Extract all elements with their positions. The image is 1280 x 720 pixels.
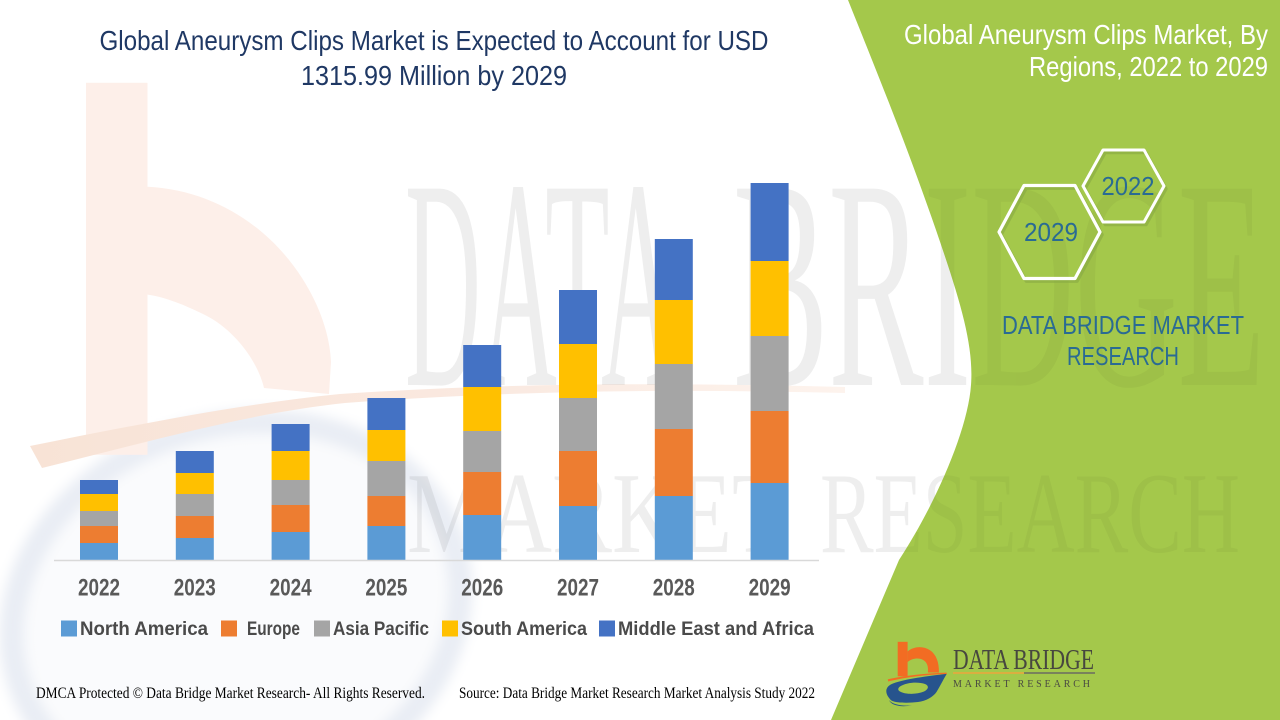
svg-text:2022: 2022 (78, 575, 120, 602)
svg-text:Global Aneurysm Clips Market i: Global Aneurysm Clips Market is Expected… (100, 25, 769, 56)
svg-text:2029: 2029 (749, 575, 791, 602)
svg-text:RESEARCH: RESEARCH (1067, 341, 1179, 371)
svg-text:Global Aneurysm Clips Market,: Global Aneurysm Clips Market, By (904, 19, 1268, 50)
svg-text:DMCA Protected © Data Bridge M: DMCA Protected © Data Bridge Market Rese… (36, 685, 425, 702)
svg-text:2024: 2024 (270, 575, 313, 602)
svg-text:2025: 2025 (365, 575, 407, 602)
svg-text:MARKET RESEARCH: MARKET RESEARCH (953, 679, 1090, 690)
svg-text:Source: Data Bridge Market Res: Source: Data Bridge Market Research Mark… (459, 685, 815, 702)
svg-text:2023: 2023 (174, 575, 216, 602)
svg-text:DATA BRIDGE MARKET: DATA BRIDGE MARKET (1002, 310, 1244, 340)
svg-text:North America: North America (80, 618, 208, 640)
svg-text:2026: 2026 (461, 575, 503, 602)
svg-text:Regions, 2022 to 2029: Regions, 2022 to 2029 (1029, 51, 1268, 82)
svg-text:2022: 2022 (1102, 171, 1155, 201)
svg-text:Middle East and Africa: Middle East and Africa (618, 618, 814, 640)
svg-text:DATA BRIDGE: DATA BRIDGE (953, 644, 1094, 676)
svg-text:DATA: DATA (405, 118, 677, 450)
svg-text:Asia Pacific: Asia Pacific (333, 618, 429, 640)
svg-text:South America: South America (461, 618, 587, 640)
svg-text:2028: 2028 (653, 575, 695, 602)
svg-text:2027: 2027 (557, 575, 599, 602)
svg-text:1315.99 Million by 2029: 1315.99 Million by 2029 (301, 60, 567, 91)
svg-text:Europe: Europe (247, 618, 300, 640)
svg-text:2029: 2029 (1024, 217, 1078, 247)
